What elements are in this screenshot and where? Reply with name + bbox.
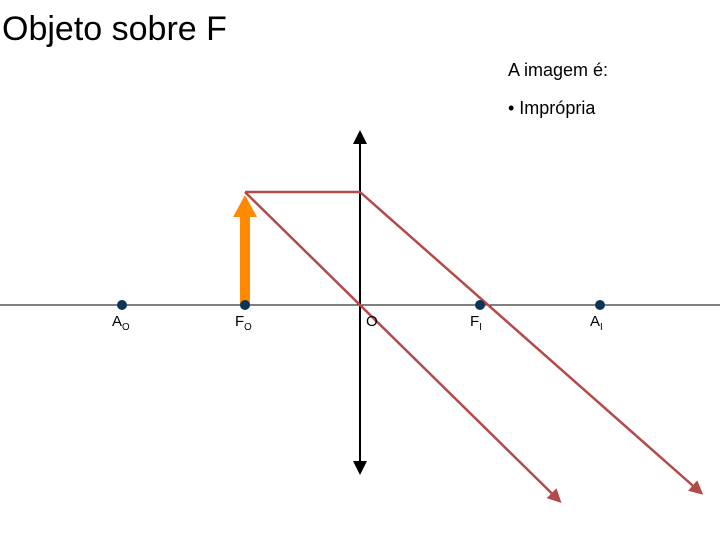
axis-label-FO: FO [235,313,252,333]
optics-diagram [0,0,720,540]
axis-label-FI: FI [470,313,482,333]
axis-label-AO: AO [112,313,130,333]
axis-label-AI: AI [590,313,603,333]
axis-label-O: O [366,313,378,330]
